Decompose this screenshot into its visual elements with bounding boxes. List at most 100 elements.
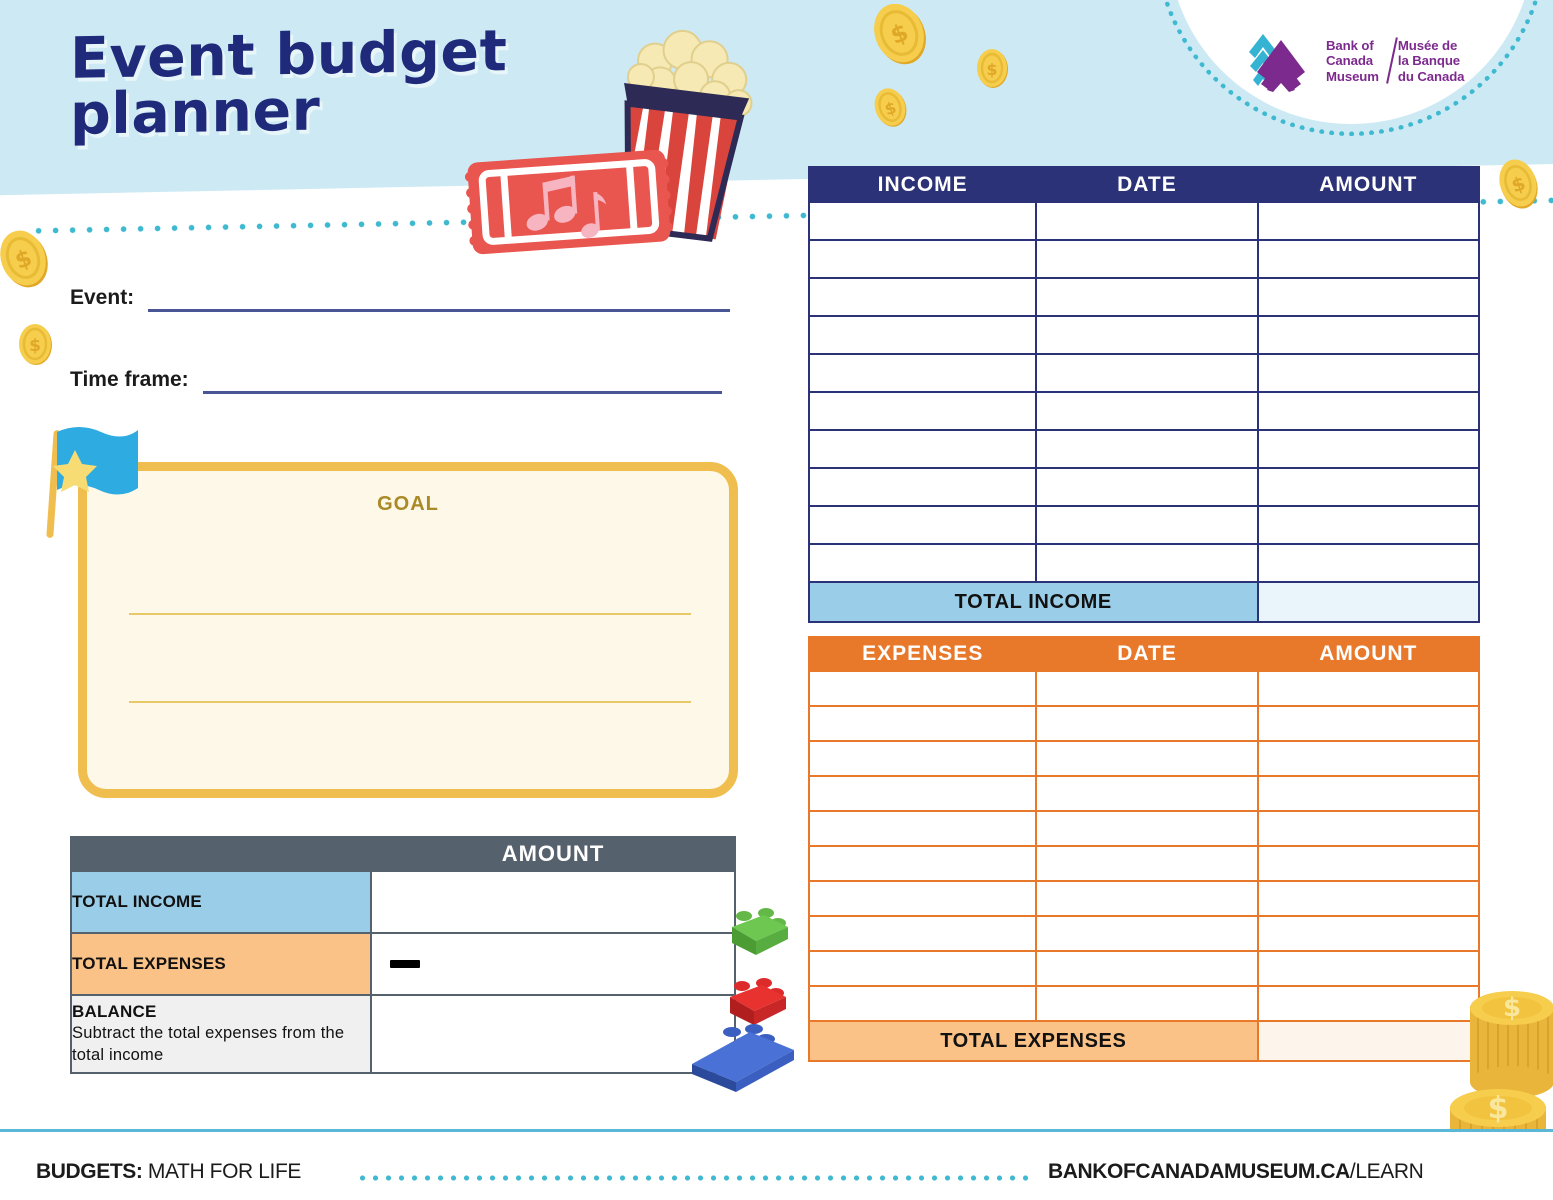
income-cell-r8-c3[interactable] <box>1256 467 1481 507</box>
expenses-table-body <box>807 670 1481 1022</box>
expenses-cell-r2-c2[interactable] <box>1035 705 1259 742</box>
income-cell-r3-c3[interactable] <box>1256 277 1481 317</box>
table-row <box>807 315 1481 355</box>
expenses-cell-r9-c2[interactable] <box>1035 950 1259 987</box>
summary-balance-label: BALANCE Subtract the total expenses from… <box>70 994 372 1074</box>
expenses-cell-r10-c2[interactable] <box>1035 985 1259 1022</box>
income-cell-r4-c1[interactable] <box>807 315 1038 355</box>
expenses-cell-r2-c1[interactable] <box>807 705 1038 742</box>
table-row <box>807 845 1481 882</box>
income-cell-r2-c1[interactable] <box>807 239 1038 279</box>
expenses-cell-r7-c1[interactable] <box>807 880 1038 917</box>
timeframe-field-row: Time frame: <box>70 368 742 394</box>
expenses-table: EXPENSES DATE AMOUNT TOTAL EXPENSES <box>807 636 1481 1062</box>
income-cell-r6-c2[interactable] <box>1035 391 1259 431</box>
expenses-cell-r10-c3[interactable] <box>1256 985 1481 1022</box>
income-cell-r1-c2[interactable] <box>1035 201 1259 241</box>
goal-line-1[interactable] <box>129 613 691 615</box>
table-row <box>807 277 1481 317</box>
expenses-cell-r8-c1[interactable] <box>807 915 1038 952</box>
summary-header-row: AMOUNT <box>70 836 736 872</box>
expenses-cell-r10-c1[interactable] <box>807 985 1038 1022</box>
income-cell-r9-c3[interactable] <box>1256 505 1481 545</box>
goal-line-2[interactable] <box>129 701 691 703</box>
income-cell-r5-c2[interactable] <box>1035 353 1259 393</box>
expenses-cell-r9-c1[interactable] <box>807 950 1038 987</box>
page-title: Event budget planner <box>70 18 507 148</box>
footer-url-bold: BANKOFCANADAMUSEUM.CA <box>1048 1160 1350 1183</box>
expenses-cell-r3-c3[interactable] <box>1256 740 1481 777</box>
expenses-total-label: TOTAL EXPENSES <box>808 1020 1259 1062</box>
income-cell-r5-c1[interactable] <box>807 353 1038 393</box>
museum-chevron-icon <box>1249 34 1305 92</box>
income-cell-r7-c2[interactable] <box>1035 429 1259 469</box>
income-cell-r3-c2[interactable] <box>1035 277 1259 317</box>
income-cell-r1-c3[interactable] <box>1256 201 1481 241</box>
expenses-cell-r6-c1[interactable] <box>807 845 1038 882</box>
income-cell-r10-c3[interactable] <box>1256 543 1481 583</box>
income-cell-r8-c2[interactable] <box>1035 467 1259 507</box>
bank-of-canada-museum-logo: Bank of Canada Museum Musée de la Banque… <box>1243 22 1483 100</box>
income-cell-r4-c2[interactable] <box>1035 315 1259 355</box>
summary-total-income-value[interactable] <box>370 870 736 934</box>
expenses-total-value[interactable] <box>1256 1020 1481 1062</box>
expenses-cell-r7-c3[interactable] <box>1256 880 1481 917</box>
expenses-cell-r4-c1[interactable] <box>807 775 1038 812</box>
income-total-value[interactable] <box>1256 581 1481 623</box>
coin-icon: $ <box>977 49 1008 88</box>
expenses-cell-r8-c3[interactable] <box>1256 915 1481 952</box>
logo-en-line2: Canada <box>1326 53 1374 69</box>
expenses-cell-r1-c2[interactable] <box>1035 670 1259 707</box>
income-cell-r7-c1[interactable] <box>807 429 1038 469</box>
logo-divider <box>1388 38 1389 85</box>
coin-icon: $ <box>19 324 52 365</box>
expenses-cell-r5-c2[interactable] <box>1035 810 1259 847</box>
expenses-cell-r3-c1[interactable] <box>807 740 1038 777</box>
summary-total-expenses-value[interactable] <box>370 932 736 996</box>
income-cell-r9-c2[interactable] <box>1035 505 1259 545</box>
income-cell-r9-c1[interactable] <box>807 505 1038 545</box>
expenses-cell-r2-c3[interactable] <box>1256 705 1481 742</box>
income-cell-r6-c3[interactable] <box>1256 391 1481 431</box>
footer-left-rest: MATH FOR LIFE <box>142 1160 301 1183</box>
income-cell-r2-c3[interactable] <box>1256 239 1481 279</box>
expenses-cell-r9-c3[interactable] <box>1256 950 1481 987</box>
coin-icon: $ <box>874 4 926 65</box>
expenses-cell-r7-c2[interactable] <box>1035 880 1259 917</box>
income-cell-r10-c2[interactable] <box>1035 543 1259 583</box>
income-table: INCOME DATE AMOUNT TOTAL INCOME <box>807 166 1481 623</box>
event-input[interactable] <box>148 309 731 312</box>
footer-right-text[interactable]: BANKOFCANADAMUSEUM.CA/LEARN <box>1048 1160 1424 1184</box>
expenses-cell-r4-c2[interactable] <box>1035 775 1259 812</box>
expenses-cell-r1-c3[interactable] <box>1256 670 1481 707</box>
summary-balance-value[interactable] <box>370 994 736 1074</box>
income-cell-r7-c3[interactable] <box>1256 429 1481 469</box>
logo-en-line3: Museum <box>1326 68 1379 84</box>
expenses-cell-r4-c3[interactable] <box>1256 775 1481 812</box>
page-title-line2: planner <box>70 77 321 148</box>
table-row: TOTAL EXPENSES <box>70 932 736 996</box>
expenses-cell-r8-c2[interactable] <box>1035 915 1259 952</box>
expenses-cell-r5-c3[interactable] <box>1256 810 1481 847</box>
income-cell-r8-c1[interactable] <box>807 467 1038 507</box>
income-cell-r1-c1[interactable] <box>807 201 1038 241</box>
expenses-cell-r3-c2[interactable] <box>1035 740 1259 777</box>
income-cell-r4-c3[interactable] <box>1256 315 1481 355</box>
income-cell-r2-c2[interactable] <box>1035 239 1259 279</box>
header-banner: $ $ $ <box>0 0 1553 236</box>
summary-table: AMOUNT TOTAL INCOME TOTAL EXPENSES BALAN… <box>70 836 736 1074</box>
svg-text:$: $ <box>1488 1091 1509 1126</box>
table-row <box>807 429 1481 469</box>
income-cell-r3-c1[interactable] <box>807 277 1038 317</box>
income-cell-r10-c1[interactable] <box>807 543 1038 583</box>
table-row <box>807 543 1481 583</box>
income-cell-r6-c1[interactable] <box>807 391 1038 431</box>
expenses-cell-r1-c1[interactable] <box>807 670 1038 707</box>
expenses-cell-r6-c2[interactable] <box>1035 845 1259 882</box>
expenses-total-row: TOTAL EXPENSES <box>808 1020 1481 1062</box>
expenses-cell-r5-c1[interactable] <box>807 810 1038 847</box>
timeframe-input[interactable] <box>202 391 722 394</box>
expenses-cell-r6-c3[interactable] <box>1256 845 1481 882</box>
income-cell-r5-c3[interactable] <box>1256 353 1481 393</box>
coin-icon: $ <box>874 88 907 127</box>
